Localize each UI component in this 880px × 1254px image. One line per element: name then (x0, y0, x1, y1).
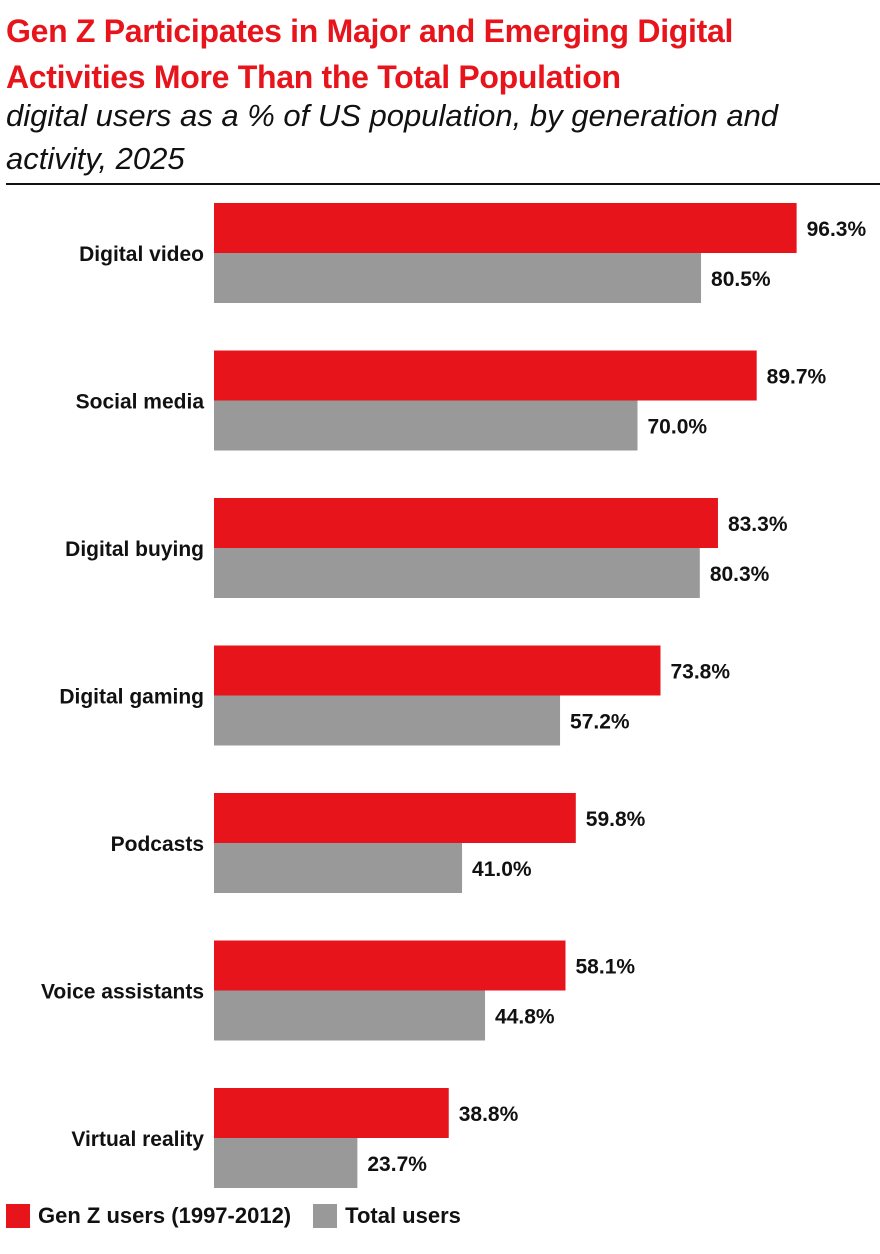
bar-chart: Digital video 96.3% 80.5% Social media 89.7%… (41, 203, 867, 1188)
value-label-gen-z-voice-assistants: 58.1% (576, 956, 636, 979)
bar-total-voice-assistants (214, 990, 486, 1041)
bar-gen-z-social-media (214, 350, 757, 401)
bar-total-digital-video (214, 253, 702, 303)
value-label-gen-z-digital-video: 96.3% (807, 218, 867, 241)
value-label-total-digital-gaming: 57.2% (570, 711, 630, 734)
value-label-total-virtual-reality: 23.7% (367, 1153, 427, 1176)
category-label-social-media: Social media (76, 391, 205, 414)
value-label-total-podcasts: 41.0% (472, 858, 532, 881)
bar-total-social-media (214, 400, 638, 451)
legend-swatch-gen-z (6, 1204, 30, 1228)
category-label-virtual-reality: Virtual reality (71, 1128, 204, 1151)
value-label-total-digital-video: 80.5% (711, 268, 771, 291)
bar-gen-z-podcasts (214, 793, 576, 843)
bar-gen-z-digital-video (214, 203, 797, 253)
category-label-digital-video: Digital video (79, 243, 204, 266)
value-label-gen-z-virtual-reality: 38.8% (459, 1103, 519, 1126)
value-label-total-social-media: 70.0% (648, 416, 708, 439)
bar-gen-z-virtual-reality (214, 1088, 449, 1138)
legend-swatch-total (313, 1204, 338, 1228)
value-label-gen-z-digital-buying: 83.3% (728, 513, 788, 536)
bar-total-digital-buying (214, 548, 700, 598)
legend-label-total: Total users (345, 1203, 461, 1228)
value-label-gen-z-podcasts: 59.8% (586, 808, 646, 831)
title-divider (6, 183, 880, 185)
value-label-gen-z-social-media: 89.7% (767, 366, 827, 389)
bar-gen-z-digital-buying (214, 498, 718, 548)
bar-gen-z-voice-assistants (214, 940, 566, 991)
bar-total-podcasts (214, 843, 463, 893)
category-label-podcasts: Podcasts (111, 833, 204, 856)
bar-total-virtual-reality (214, 1138, 358, 1188)
value-label-total-digital-buying: 80.3% (710, 563, 770, 586)
category-label-voice-assistants: Voice assistants (41, 981, 204, 1004)
legend-item-total: Total users (313, 1203, 461, 1229)
category-label-digital-buying: Digital buying (65, 538, 204, 561)
chart-subtitle: digital users as a % of US population, b… (6, 98, 779, 176)
bar-gen-z-digital-gaming (214, 645, 661, 696)
legend-label-gen-z: Gen Z users (1997-2012) (38, 1203, 292, 1228)
legend: Gen Z users (1997-2012) Total users (6, 1200, 483, 1232)
value-label-gen-z-digital-gaming: 73.8% (670, 661, 730, 684)
bar-total-digital-gaming (214, 695, 561, 746)
chart-title: Gen Z Participates in Major and Emerging… (6, 13, 734, 95)
legend-item-gen-z: Gen Z users (1997-2012) (6, 1203, 291, 1229)
category-label-digital-gaming: Digital gaming (59, 686, 204, 709)
value-label-total-voice-assistants: 44.8% (495, 1006, 555, 1029)
